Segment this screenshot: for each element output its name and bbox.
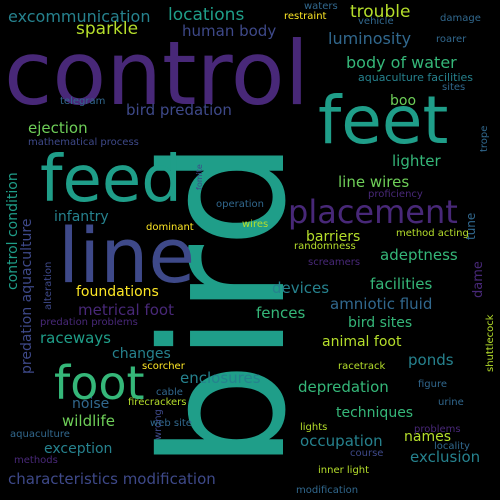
word-wildlife: wildlife — [62, 412, 115, 430]
word-line: line — [58, 211, 196, 300]
word-dame: dame — [471, 261, 486, 298]
word-lighter: lighter — [392, 152, 441, 170]
word-exception: exception — [44, 441, 113, 457]
word-animal-foot: animal foot — [322, 334, 402, 350]
word-enclosures: enclosures — [180, 369, 261, 387]
word-feed: feed — [40, 143, 182, 217]
word-bird-sites: bird sites — [348, 315, 413, 331]
word-proficiency: proficiency — [368, 189, 423, 200]
word-devices: devices — [272, 279, 330, 297]
word-infantry: infantry — [54, 209, 109, 225]
word-control-condition: control condition — [5, 172, 21, 290]
word-placement: placement — [288, 193, 458, 231]
word-shuttlecock: shuttlecock — [485, 314, 496, 372]
word-characteristics-modification: characteristics modification — [8, 470, 216, 488]
word-vehicle: vehicle — [358, 16, 394, 27]
word-depredation: depredation — [298, 378, 389, 396]
word-wires: wires — [242, 219, 269, 230]
word-barriers: barriers — [306, 229, 361, 245]
word-changes: changes — [112, 346, 171, 362]
word-problems: problems — [414, 424, 461, 435]
word-names: names — [404, 429, 451, 445]
word-scorcher: scorcher — [142, 361, 185, 372]
word-facilities: facilities — [370, 275, 433, 293]
word-amniotic-fluid: amniotic fluid — [330, 295, 433, 313]
word-restraint: restraint — [284, 11, 327, 22]
word-racetrack: racetrack — [338, 361, 386, 372]
word-fomite: fomite — [195, 164, 204, 190]
word-predation-aquaculture: predation aquaculture — [19, 218, 35, 374]
word-bird-predation: bird predation — [126, 101, 232, 119]
word-aquaculture: aquaculture — [10, 429, 70, 440]
word-fences: fences — [256, 304, 306, 322]
word-luminosity: luminosity — [328, 29, 412, 48]
word-sites: sites — [442, 82, 466, 93]
word-telegram: telegram — [60, 96, 106, 107]
word-control: control — [4, 22, 310, 125]
word-dominant: dominant — [146, 222, 194, 233]
word-locations: locations — [168, 5, 245, 25]
word-occupation: occupation — [300, 432, 383, 450]
word-feet: feet — [318, 82, 449, 159]
word-inner-light: inner light — [318, 465, 370, 476]
word-human-body: human body — [182, 22, 277, 40]
word-course: course — [350, 448, 384, 459]
word-method-acting: method acting — [396, 228, 469, 239]
word-cable: cable — [156, 387, 183, 398]
word-sparkle: sparkle — [76, 19, 139, 39]
word-foot: foot — [54, 356, 145, 410]
word-mathematical-process: mathematical process — [28, 137, 139, 148]
word-raceways: raceways — [40, 329, 111, 347]
word-exclusion: exclusion — [410, 448, 481, 466]
word-metrical-foot: metrical foot — [78, 301, 174, 319]
word-excommunication: excommunication — [8, 7, 151, 26]
word-techniques: techniques — [336, 405, 414, 421]
word-boo: boo — [390, 93, 417, 109]
word-noise: noise — [72, 396, 110, 412]
word-locality: locality — [434, 441, 470, 452]
word-alteration: alteration — [43, 261, 54, 310]
word-operation: operation — [216, 199, 265, 210]
word-lights: lights — [300, 422, 328, 433]
word-web-site: web site — [150, 418, 192, 429]
word-line-wires: line wires — [338, 173, 410, 191]
word-figure: figure — [418, 379, 448, 390]
word-screamers: screamers — [308, 257, 361, 268]
word-randomness: randomness — [294, 241, 356, 252]
word-trouble: trouble — [350, 2, 411, 22]
word-roarer: roarer — [436, 34, 467, 45]
word-modification: modification — [296, 485, 359, 496]
word-body-of-water: body of water — [346, 53, 457, 72]
word-urine: urine — [438, 397, 464, 408]
word-aquaculture-facilities: aquaculture facilities — [358, 71, 474, 84]
word-predation-problems: predation problems — [40, 317, 138, 328]
word-adeptness: adeptness — [380, 246, 458, 264]
word-firecrackers: firecrackers — [128, 397, 187, 408]
word-damage: damage — [440, 13, 481, 24]
word-ejection: ejection — [28, 119, 88, 137]
word-ponds: ponds — [408, 351, 454, 369]
word-methods: methods — [14, 455, 58, 466]
word-trope: trope — [479, 125, 490, 152]
word-foundations: foundations — [76, 284, 159, 300]
word-waters: waters — [304, 1, 338, 12]
